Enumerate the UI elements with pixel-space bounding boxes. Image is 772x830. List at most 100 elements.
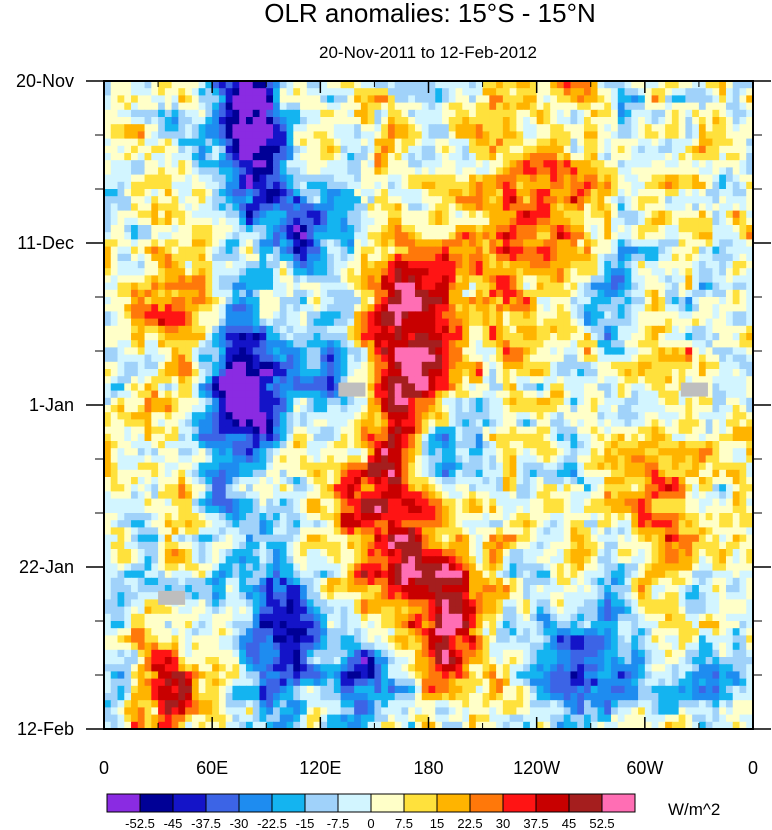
heatmap-cell <box>259 419 267 428</box>
heatmap-cell <box>509 318 517 327</box>
heatmap-cell <box>644 117 653 125</box>
heatmap-cell <box>611 225 619 233</box>
heatmap-cell <box>631 376 639 384</box>
heatmap-cell <box>644 369 653 377</box>
heatmap-cell <box>617 210 626 219</box>
heatmap-cell <box>414 225 423 233</box>
heatmap-cell <box>489 124 497 132</box>
heatmap-cell <box>225 167 234 176</box>
heatmap-cell <box>536 376 545 384</box>
heatmap-cell <box>489 225 497 233</box>
heatmap-cell <box>421 412 430 420</box>
heatmap-cell <box>212 153 220 161</box>
heatmap-cell <box>435 131 443 140</box>
heatmap-cell <box>374 412 382 420</box>
heatmap-cell <box>597 239 605 248</box>
heatmap-cell <box>381 405 389 413</box>
heatmap-cell <box>408 210 416 219</box>
heatmap-cell <box>252 95 261 104</box>
heatmap-cell <box>124 81 132 89</box>
heatmap-cell <box>448 289 457 298</box>
heatmap-cell <box>428 397 436 406</box>
heatmap-cell <box>597 217 605 226</box>
heatmap-cell <box>414 383 423 392</box>
heatmap-cell <box>651 426 659 435</box>
heatmap-cell <box>218 232 227 240</box>
heatmap-cell <box>414 426 423 435</box>
heatmap-cell <box>624 354 632 363</box>
heatmap-cell <box>469 153 477 161</box>
heatmap-cell <box>421 376 430 384</box>
heatmap-cell <box>306 225 315 233</box>
heatmap-cell <box>428 138 436 147</box>
heatmap-cell <box>374 333 382 341</box>
heatmap-cell <box>435 225 443 233</box>
heatmap-cell <box>151 289 159 298</box>
heatmap-cell <box>631 318 639 327</box>
heatmap-cell <box>671 81 680 89</box>
heatmap-cell <box>117 232 125 240</box>
heatmap-cell <box>502 210 511 219</box>
heatmap-cell <box>617 347 626 356</box>
heatmap-cell <box>273 419 281 428</box>
heatmap-cell <box>590 297 599 305</box>
heatmap-cell <box>604 167 612 176</box>
heatmap-cell <box>300 426 308 435</box>
heatmap-cell <box>604 160 612 168</box>
heatmap-cell <box>232 311 240 320</box>
heatmap-cell <box>158 95 166 104</box>
heatmap-cell <box>212 289 220 298</box>
heatmap-cell <box>333 261 342 269</box>
heatmap-cell <box>205 167 213 176</box>
heatmap-cell <box>638 333 646 341</box>
heatmap-cell <box>178 311 186 320</box>
heatmap-cell <box>611 297 619 305</box>
heatmap-cell <box>577 153 585 161</box>
heatmap-cell <box>725 297 734 305</box>
heatmap-cell <box>698 289 707 298</box>
heatmap-cell <box>171 448 179 456</box>
heatmap-cell <box>435 160 443 168</box>
heatmap-cell <box>570 102 578 111</box>
heatmap-cell <box>293 124 301 132</box>
heatmap-cell <box>313 109 321 118</box>
heatmap-cell <box>611 181 619 190</box>
heatmap-cell <box>617 383 626 392</box>
heatmap-cell <box>225 397 234 406</box>
heatmap-cell <box>333 232 342 240</box>
heatmap-cell <box>232 441 240 449</box>
heatmap-cell <box>543 426 551 435</box>
heatmap-cell <box>455 383 463 392</box>
heatmap-cell <box>543 109 551 118</box>
heatmap-cell <box>171 412 179 420</box>
heatmap-cell <box>320 131 328 140</box>
heatmap-cell <box>570 225 578 233</box>
heatmap-cell <box>712 333 720 341</box>
heatmap-cell <box>225 311 234 320</box>
heatmap-cell <box>340 311 348 320</box>
heatmap-cell <box>732 109 741 118</box>
heatmap-cell <box>205 325 213 334</box>
heatmap-cell <box>462 109 470 118</box>
heatmap-cell <box>225 297 234 305</box>
heatmap-cell <box>509 174 517 183</box>
heatmap-cell <box>394 196 403 204</box>
heatmap-cell <box>171 210 179 219</box>
heatmap-cell <box>719 289 727 298</box>
heatmap-cell <box>104 203 112 212</box>
heatmap-cell <box>516 390 524 399</box>
heatmap-cell <box>611 109 619 118</box>
heatmap-cell <box>712 390 720 399</box>
heatmap-cell <box>428 282 436 291</box>
heatmap-cell <box>611 433 619 442</box>
heatmap-cell <box>232 153 240 161</box>
heatmap-cell <box>583 311 592 320</box>
heatmap-cell <box>144 181 152 190</box>
heatmap-cell <box>732 117 741 125</box>
heatmap-cell <box>117 455 125 464</box>
heatmap-cell <box>225 225 234 233</box>
heatmap-cell <box>746 246 753 255</box>
heatmap-cell <box>442 124 450 132</box>
heatmap-cell <box>590 124 599 132</box>
heatmap-cell <box>678 405 686 413</box>
